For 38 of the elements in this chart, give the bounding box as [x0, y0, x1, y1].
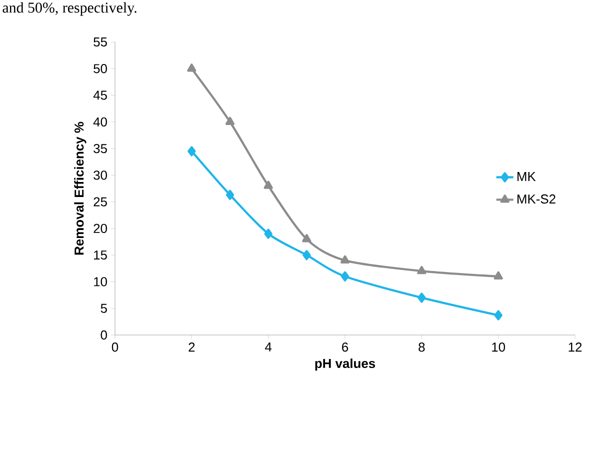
y-tick-label: 15	[94, 250, 107, 260]
y-tick-label: 20	[94, 224, 107, 234]
point	[340, 255, 350, 264]
point	[417, 266, 426, 274]
y-tick-label: 40	[93, 117, 107, 126]
point	[302, 234, 312, 242]
point	[494, 310, 502, 320]
x-axis-title: pH values	[315, 358, 376, 371]
x-tick-label: 8	[418, 342, 425, 352]
legend-label: MK	[518, 172, 536, 181]
y-tick-label: 10	[94, 277, 107, 286]
x-tick-label: 4	[265, 342, 272, 352]
y-tick-label: 25	[94, 197, 107, 206]
x-tick-label: 0	[112, 342, 118, 352]
point	[225, 116, 235, 125]
y-tick-label: 0	[100, 330, 107, 340]
x-tick-label: 12	[568, 342, 582, 352]
legend-label: MK-S2	[518, 194, 556, 204]
y-tick-label: 50	[94, 64, 107, 74]
y-tick-label: 5	[100, 304, 107, 313]
point	[187, 64, 196, 72]
y-tick-label: 35	[94, 144, 107, 154]
y-axis-title: Removal Efficiency %	[74, 122, 86, 255]
point	[494, 271, 503, 280]
point	[302, 250, 311, 260]
point	[188, 146, 196, 156]
x-tick-label: 10	[492, 342, 506, 352]
x-tick-label: 2	[188, 342, 195, 352]
point	[340, 271, 350, 282]
y-tick-label: 30	[94, 170, 107, 180]
point	[418, 292, 426, 303]
point	[264, 228, 272, 239]
y-tick-label: 45	[93, 90, 107, 100]
point	[264, 180, 273, 189]
point	[226, 190, 234, 200]
y-tick-label: 55	[94, 37, 107, 47]
text: and 50%, respectively.	[2, 2, 136, 16]
x-tick-label: 6	[342, 342, 348, 352]
